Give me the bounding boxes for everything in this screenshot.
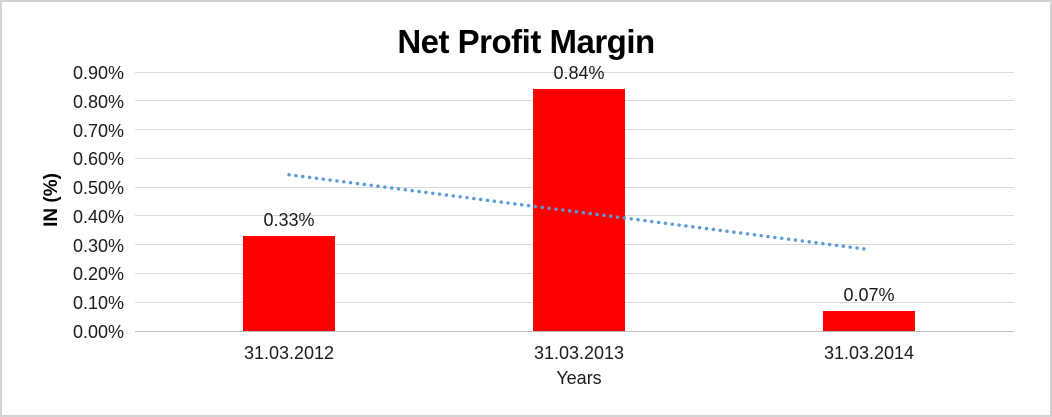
bar bbox=[533, 89, 625, 331]
data-label: 0.84% bbox=[553, 63, 605, 84]
y-tick-label: 0.40% bbox=[72, 206, 124, 227]
y-tick-label: 0.20% bbox=[72, 264, 124, 285]
y-tick-label: 0.10% bbox=[72, 293, 124, 314]
y-tick-label: 0.90% bbox=[72, 63, 124, 83]
x-tick-label: 31.03.2014 bbox=[823, 343, 915, 363]
y-tick-label: 0.60% bbox=[72, 149, 124, 170]
y-tick-label: 0.70% bbox=[72, 120, 124, 141]
x-axis-title: Years bbox=[556, 368, 602, 388]
x-tick-label: 31.03.2012 bbox=[243, 343, 335, 363]
x-tick-label: 31.03.2013 bbox=[533, 343, 625, 363]
data-label: 0.33% bbox=[263, 210, 315, 231]
y-tick-label: 0.00% bbox=[72, 322, 124, 342]
bar bbox=[243, 236, 335, 331]
chart-title: Net Profit Margin bbox=[397, 23, 655, 60]
bar bbox=[823, 310, 915, 331]
x-axis-line bbox=[135, 330, 1014, 332]
y-tick-label: 0.50% bbox=[72, 178, 124, 199]
y-tick-label: 0.30% bbox=[72, 235, 124, 256]
y-tick-label: 0.80% bbox=[72, 91, 124, 112]
data-label: 0.07% bbox=[843, 284, 895, 305]
gridline bbox=[135, 71, 1014, 73]
